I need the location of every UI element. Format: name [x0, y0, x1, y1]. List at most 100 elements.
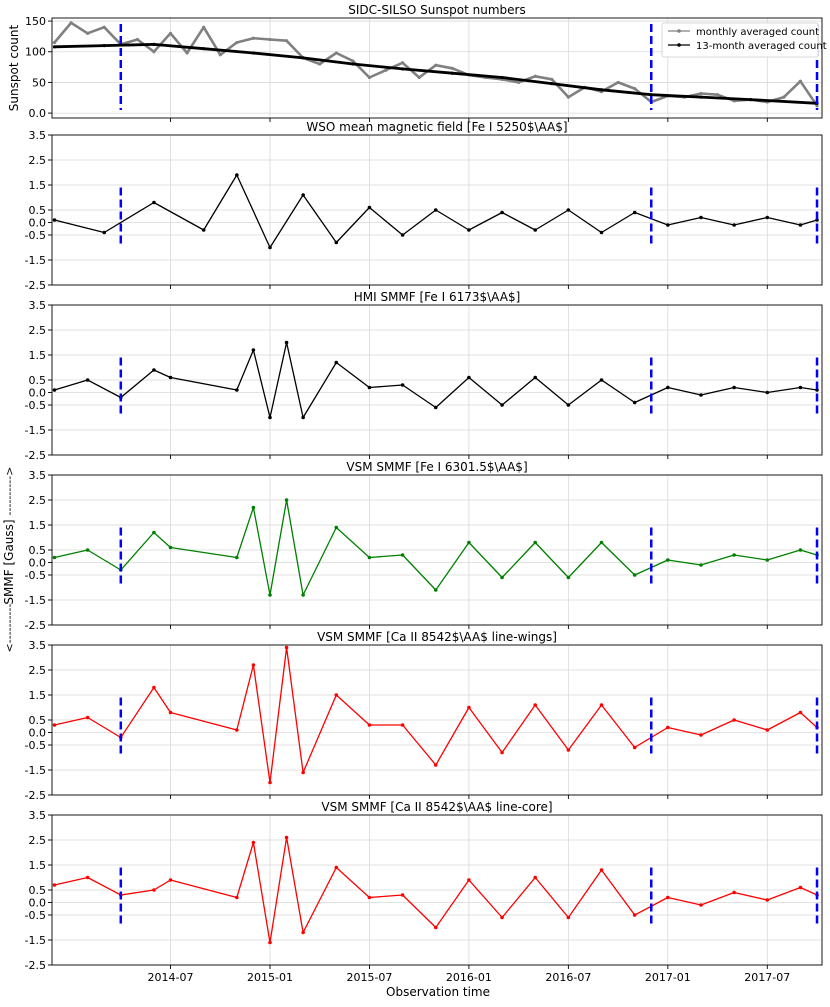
- data-point: [334, 240, 339, 245]
- y-tick-label: 0.0: [29, 387, 47, 400]
- data-point: [450, 66, 454, 70]
- y-tick-label: -1.5: [25, 934, 46, 947]
- data-point: [202, 47, 206, 51]
- data-point: [168, 375, 173, 380]
- chart-panel-4: -2.5 -1.5 -0.50.00.5 1.5 2.5 3.5 VSM SMMF [Fe …: [25, 460, 823, 632]
- data-point: [632, 573, 637, 577]
- data-point: [268, 593, 272, 597]
- data-point: [152, 200, 156, 205]
- data-point: [85, 715, 90, 720]
- data-point: [52, 388, 57, 392]
- y-tick-label: -1.5: [25, 424, 46, 437]
- data-point: [284, 645, 289, 650]
- plot-frame: [51, 474, 823, 626]
- plot-frame: [51, 17, 823, 119]
- data-point: [85, 378, 90, 382]
- shared-y-axis-arrow-up: ---------->: [3, 467, 16, 516]
- data-point: [235, 173, 239, 177]
- data-point: [135, 37, 139, 42]
- legend-marker: [677, 43, 681, 47]
- data-point: [500, 575, 504, 580]
- data-point: [765, 558, 770, 562]
- y-tick-label: 100: [25, 46, 46, 59]
- x-tick-label: 2017-07: [744, 971, 790, 984]
- data-point: [301, 415, 305, 420]
- data-point: [433, 405, 438, 410]
- data-point: [367, 385, 372, 390]
- data-point: [798, 548, 803, 552]
- data-point: [782, 95, 786, 99]
- data-point: [500, 210, 504, 215]
- data-point: [367, 205, 372, 210]
- data-point: [284, 835, 289, 840]
- data-point: [467, 705, 471, 710]
- data-point: [749, 97, 753, 102]
- y-tick-label: 0.0: [29, 107, 47, 120]
- y-tick-label: 2.5: [29, 324, 47, 337]
- x-tick-label: 2016-01: [446, 971, 492, 984]
- panel-title: VSM SMMF [Ca II 8542$\AA$ line-core]: [321, 800, 552, 814]
- legend-label: 13-month averaged count: [696, 41, 827, 52]
- data-point: [351, 59, 355, 63]
- plot-frame: [51, 304, 823, 456]
- y-tick-label: 2.5: [29, 154, 47, 167]
- data-point: [401, 67, 405, 71]
- data-point: [732, 385, 736, 390]
- data-point: [533, 703, 538, 707]
- data-point: [599, 230, 604, 235]
- data-point: [152, 368, 156, 372]
- x-tick-label: 2017-01: [645, 971, 691, 984]
- data-point: [699, 563, 703, 567]
- data-point: [467, 878, 471, 882]
- data-point: [533, 375, 538, 380]
- series-line: [54, 499, 818, 596]
- data-point: [168, 545, 173, 550]
- y-tick-label: -2.5: [25, 449, 46, 462]
- data-point: [152, 530, 156, 535]
- data-point: [798, 79, 803, 83]
- y-tick-label: 0.5: [29, 884, 47, 897]
- data-point: [550, 82, 554, 86]
- data-point: [566, 748, 571, 752]
- data-point: [798, 223, 803, 227]
- data-point: [251, 51, 256, 55]
- data-point: [251, 348, 256, 352]
- data-point: [632, 400, 637, 405]
- y-tick-label: 3.5: [29, 809, 47, 822]
- chart-panel-6: -2.5 -1.5 -0.50.00.5 1.5 2.5 3.5 2014-07 2015-0…: [25, 800, 823, 984]
- y-tick-label: 0.0: [29, 897, 47, 910]
- x-axis-label: Observation time: [386, 985, 490, 999]
- data-point: [52, 555, 57, 560]
- y-tick-label: 1.5: [29, 519, 47, 532]
- x-tick-label: 2015-01: [247, 971, 293, 984]
- data-point: [202, 25, 206, 29]
- data-point: [52, 723, 57, 727]
- data-point: [732, 890, 736, 895]
- data-point: [152, 50, 156, 54]
- series-line: [54, 341, 818, 419]
- data-point: [616, 80, 620, 85]
- y-tick-label: 150: [25, 15, 46, 28]
- plot-frame: [51, 814, 823, 966]
- y-tick-label: -0.5: [25, 569, 46, 582]
- y-tick-label: 2.5: [29, 494, 47, 507]
- data-point: [102, 44, 106, 48]
- data-point: [251, 505, 256, 510]
- data-point: [517, 80, 521, 85]
- data-point: [699, 733, 703, 737]
- x-tick-label: 2015-07: [346, 971, 392, 984]
- y-tick-label: 0.5: [29, 204, 47, 217]
- data-point: [467, 228, 471, 232]
- data-point: [268, 37, 272, 42]
- data-point: [632, 210, 637, 215]
- panel-title: VSM SMMF [Ca II 8542$\AA$ line-wings]: [317, 630, 557, 644]
- data-point: [732, 718, 736, 722]
- y-tick-label: 1.5: [29, 349, 47, 362]
- data-point: [334, 360, 339, 365]
- y-tick-label: 0.5: [29, 374, 47, 387]
- data-point: [699, 393, 703, 397]
- data-point: [367, 723, 372, 727]
- y-tick-label: -0.5: [25, 399, 46, 412]
